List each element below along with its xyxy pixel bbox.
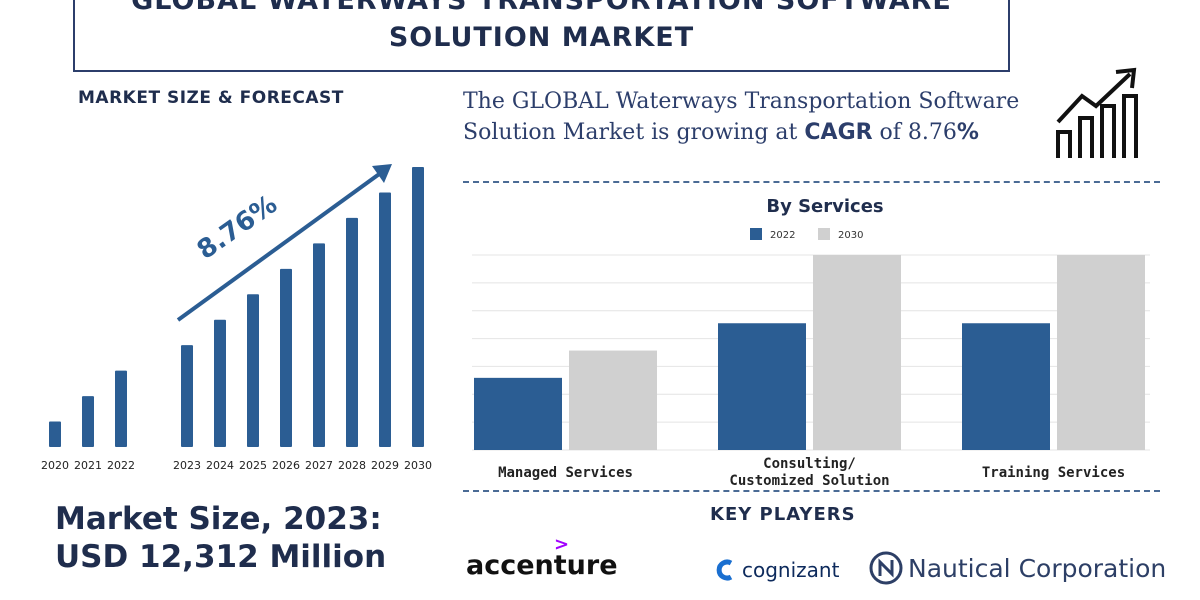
category-label-1: Consulting/Customized Solution: [729, 456, 889, 489]
market-forecast-chart: 2020 2021 2022 2023 2024 2025 2026 2027 2028 2029…: [41, 164, 432, 472]
by-services-chart: By Services 2022 2030 Managed Services Consu…: [472, 196, 1150, 489]
divider-top: [463, 181, 1160, 183]
tick-label-2021: 2021: [74, 459, 102, 472]
bar-2022-1: [718, 323, 806, 450]
trend-bar-arrow-icon: [1056, 67, 1138, 158]
title-box: GLOBAL WATERWAYS TRANSPORTATION SOFTWARE…: [73, 0, 1010, 72]
market-size-text: Market Size, 2023: USD 12,312 Million: [55, 500, 386, 576]
tick-label-2024: 2024: [206, 459, 234, 472]
cognizant-mark-icon: [716, 559, 733, 581]
bar-2026: [280, 268, 292, 447]
bar-2022-2: [962, 323, 1050, 450]
tick-label-2025: 2025: [239, 459, 267, 472]
key-players-heading: KEY PLAYERS: [710, 504, 856, 525]
bar-2021: [82, 396, 94, 447]
headline-percent: %: [956, 120, 979, 145]
bar-2030: [412, 167, 424, 447]
legend-label-2022: 2022: [770, 230, 795, 241]
headline-of: of 8.76: [872, 120, 957, 145]
bar-2022: [115, 370, 127, 447]
accenture-logo: > accenture: [466, 534, 618, 581]
accenture-logo-text: accenture: [466, 550, 618, 581]
accenture-mark: >: [554, 534, 570, 555]
tick-label-2027: 2027: [305, 459, 333, 472]
cognizant-logo-text: cognizant: [742, 558, 840, 582]
nautical-logo-text: Nautical Corporation: [908, 553, 1167, 583]
tick-label-2026: 2026: [272, 459, 300, 472]
legend-label-2030: 2030: [838, 230, 863, 241]
category-label-0: Managed Services: [498, 465, 633, 481]
market-size-line1: Market Size, 2023:: [55, 501, 382, 537]
nautical-mark-icon: [869, 551, 903, 585]
bar-2024: [214, 319, 226, 447]
market-section-label: MARKET SIZE & FORECAST: [78, 88, 344, 108]
headline-cagr-word: CAGR: [804, 120, 873, 145]
tick-label-2020: 2020: [41, 459, 69, 472]
bar-2030-1: [813, 255, 901, 450]
bar-2028: [346, 217, 358, 447]
chart-title: By Services: [766, 196, 883, 217]
nautical-logo: Nautical Corporation: [868, 550, 1166, 586]
legend-swatch-2022: [750, 228, 762, 240]
divider-bottom: [463, 490, 1160, 492]
page-title-line1: GLOBAL WATERWAYS TRANSPORTATION SOFTWARE: [131, 0, 952, 16]
legend-swatch-2030: [818, 228, 830, 240]
bar-2023: [181, 345, 193, 447]
bar-2025: [247, 294, 259, 447]
cagr-headline: The GLOBAL Waterways Transportation Soft…: [463, 86, 1023, 148]
tick-label-2029: 2029: [371, 459, 399, 472]
cognizant-logo: cognizant: [716, 558, 839, 582]
bar-2029: [379, 192, 391, 447]
market-size-line2: USD 12,312 Million: [55, 539, 387, 575]
bar-2027: [313, 243, 325, 447]
trend-arrow-head: [372, 164, 392, 183]
bar-2022-0: [474, 377, 562, 450]
tick-label-2022: 2022: [107, 459, 135, 472]
headline-text: The GLOBAL Waterways Transportation Soft…: [463, 89, 1020, 145]
tick-label-2030: 2030: [404, 459, 432, 472]
tick-label-2028: 2028: [338, 459, 366, 472]
bar-2030-2: [1057, 255, 1145, 450]
page-title-line2: SOLUTION MARKET: [388, 22, 695, 53]
bar-2030-0: [569, 350, 657, 450]
category-label-2: Training Services: [982, 465, 1125, 481]
tick-label-2023: 2023: [173, 459, 201, 472]
bar-2020: [49, 421, 61, 447]
trend-arrow-line: [176, 170, 384, 322]
